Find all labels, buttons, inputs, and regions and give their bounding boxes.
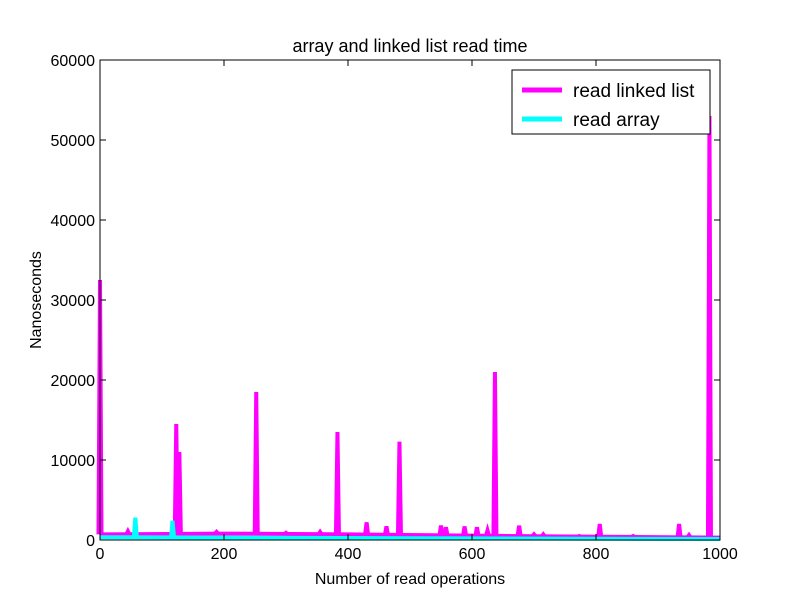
chart-title: array and linked list read time [292, 36, 527, 56]
legend-label-array: read array [573, 110, 660, 131]
x-tick-label: 1000 [702, 546, 738, 563]
y-tick-label: 60000 [51, 53, 96, 70]
data-point-spike [131, 517, 139, 538]
data-point-spike [484, 522, 491, 537]
data-point-spike [515, 525, 523, 537]
x-tick-label: 200 [211, 546, 238, 563]
data-point-spike [473, 526, 481, 536]
data-point-spike [169, 520, 177, 538]
data-point-spike [596, 523, 604, 538]
y-tick-label: 0 [86, 533, 95, 550]
data-point-spike [363, 522, 371, 535]
y-tick-label: 50000 [51, 133, 96, 150]
data-point-spike [675, 523, 683, 538]
data-point-spike [685, 531, 693, 539]
data-point-spike [382, 526, 390, 536]
series-linked-list [96, 115, 721, 540]
data-point-spike [540, 531, 547, 538]
y-tick-label: 20000 [51, 373, 96, 390]
data-point-spike [395, 441, 403, 535]
y-tick-label: 10000 [51, 453, 96, 470]
x-tick-label: 0 [96, 546, 105, 563]
y-tick-label: 40000 [51, 213, 96, 230]
data-point-spike [491, 371, 499, 536]
data-point-spike [437, 525, 445, 536]
data-point-spike [630, 533, 636, 539]
data-point-spike [576, 533, 582, 539]
legend-box [511, 69, 711, 135]
series-array [99, 517, 721, 542]
data-point-spike [124, 526, 132, 536]
legend: read linked list read array [511, 69, 711, 135]
legend-label-linked-list: read linked list [573, 81, 695, 102]
x-tick-label: 600 [459, 546, 486, 563]
axis-ticks: 0 200 400 600 800 100001000020000300004000050… [51, 53, 738, 563]
data-point-spike [283, 530, 289, 536]
y-tick-label: 30000 [51, 293, 96, 310]
data-point-spike [530, 531, 538, 538]
x-tick-label: 400 [335, 546, 362, 563]
data-point-spike [316, 528, 324, 536]
data-point-spike [442, 526, 450, 536]
data-point-spike [333, 431, 341, 535]
data-point-spike [461, 526, 469, 536]
data-point-spike [705, 115, 713, 538]
x-axis-label: Number of read operations [315, 571, 505, 588]
x-tick-label: 800 [583, 546, 610, 563]
y-axis-label: Nanoseconds [28, 251, 45, 349]
series-baseline [99, 535, 721, 542]
series-layer [96, 115, 721, 542]
data-point-spike [213, 529, 220, 535]
data-point-spike [252, 391, 260, 534]
data-point-spike [175, 451, 183, 534]
